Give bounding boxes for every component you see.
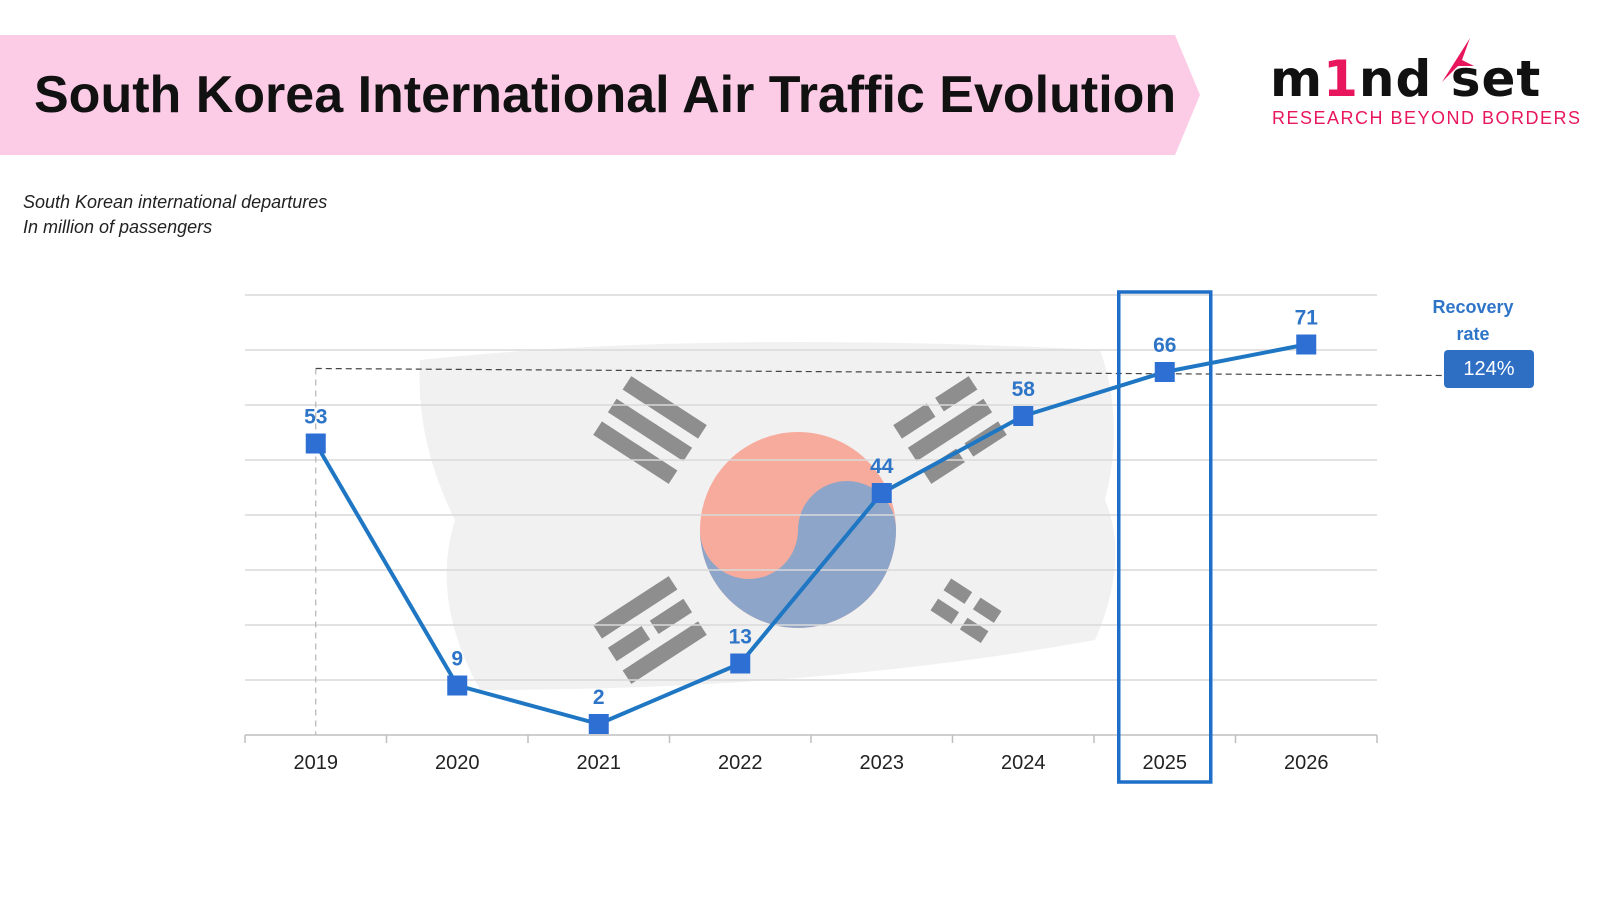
grid-lines [245,294,1377,681]
x-tick-label-2025: 2025 [1143,752,1188,774]
logo-tagline: RESEARCH BEYOND BORDERS [1272,108,1582,128]
x-tick-label-2023: 2023 [860,752,905,774]
x-tick-label-2024: 2024 [1001,752,1046,774]
banner-shape [0,35,1200,155]
data-label-2025: 66 [1153,334,1176,357]
subtitle-line-1: South Korean international departures [23,192,328,212]
bird-icon [1442,38,1474,82]
data-label-2020: 9 [451,648,463,671]
title-banner: South Korea International Air Traffic Ev… [0,35,1220,155]
x-tick-label-2021: 2021 [577,752,622,774]
page-title: South Korea International Air Traffic Ev… [34,66,1177,124]
x-tick-label-2019: 2019 [294,752,339,774]
data-point-2019 [305,433,326,454]
reference-lines [315,367,1445,735]
recovery-rate-label: Recovery rate [1418,294,1528,348]
subtitle-line-2: In million of passengers [23,217,213,237]
x-tick-label-2022: 2022 [718,752,763,774]
series-line-path [314,342,1307,726]
series-markers [305,334,1317,734]
data-point-2025 [1154,362,1175,382]
data-point-2023 [871,483,892,503]
data-labels: 53 9 2 13 44 58 66 71 [304,307,1318,710]
data-label-2023: 44 [870,455,894,478]
logo-wordmark: m1nd set [1270,50,1541,108]
x-axis [244,734,1378,743]
data-point-2024 [1013,406,1034,426]
data-point-2021 [588,714,609,734]
x-tick-label-2026: 2026 [1284,752,1329,774]
x-tick-label-2020: 2020 [435,752,480,774]
reference-horizontal-line [315,367,1445,377]
data-point-2020 [447,675,468,696]
data-label-2021: 2 [593,686,605,709]
x-tick-labels: 2019 2020 2021 2022 2023 2024 2025 2026 [294,752,1329,774]
trigram-bottom-left [593,576,707,684]
data-label-2024: 58 [1012,378,1036,401]
data-label-2026: 71 [1295,307,1319,330]
trigram-top-right [893,376,1007,484]
recovery-label-line-1: Recovery [1432,297,1514,317]
recovery-label-line-2: rate [1456,324,1490,344]
series-line [314,342,1307,726]
trigram-bottom-right [930,578,1002,644]
chart-subtitle: South Korean international departures In… [23,190,327,240]
data-point-2026 [1296,334,1317,355]
logo-word-one: 1 [1323,50,1359,108]
recovery-rate-badge: 124% [1444,350,1534,388]
trigram-top-left [593,376,707,484]
data-label-2022: 13 [729,626,752,649]
taeguk-blue [700,481,896,628]
south-korea-flag-background [419,342,1116,690]
data-label-2019: 53 [304,406,327,429]
mindset-logo: m1nd set RESEARCH BEYOND BORDERS [1270,36,1590,136]
highlight-box-2025 [1117,290,1213,784]
logo-word-start: m [1270,50,1324,108]
logo-word-end: nd set [1358,50,1542,108]
data-point-2022 [730,653,751,674]
highlight-2025 [1117,290,1213,784]
